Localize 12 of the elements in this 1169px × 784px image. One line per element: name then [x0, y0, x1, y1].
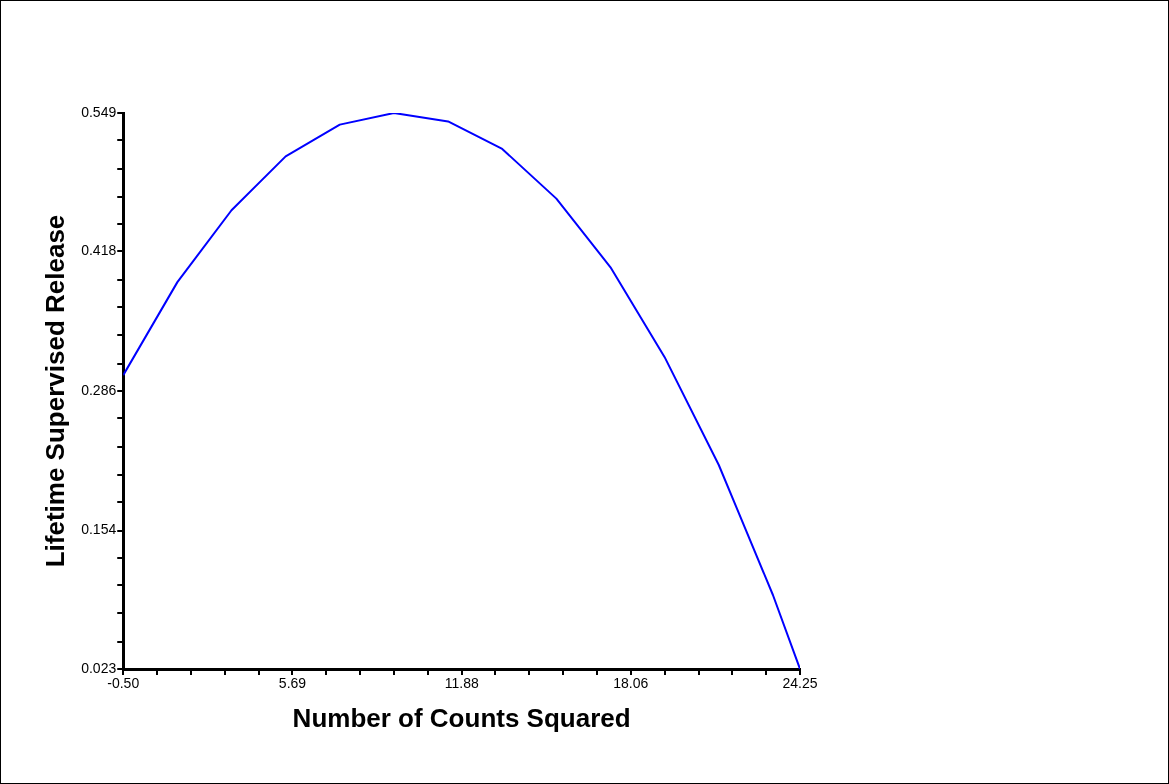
y-tick-label: 0.023: [81, 659, 117, 676]
x-tick-label: 24.25: [782, 675, 818, 692]
x-tick-label: -0.50: [107, 675, 140, 692]
x-tick-label: 11.88: [444, 675, 479, 692]
y-axis-title: Lifetime Supervised Release: [39, 214, 70, 568]
y-tick-label: 0.286: [81, 381, 117, 398]
x-tick-label: 18.06: [613, 675, 649, 692]
x-axis-title: Number of Counts Squared: [292, 702, 631, 733]
y-tick-label: 0.549: [81, 103, 117, 120]
y-tick-label: 0.418: [81, 242, 117, 259]
x-tick-label: 5.69: [278, 675, 307, 692]
y-tick-label: 0.154: [81, 521, 117, 538]
